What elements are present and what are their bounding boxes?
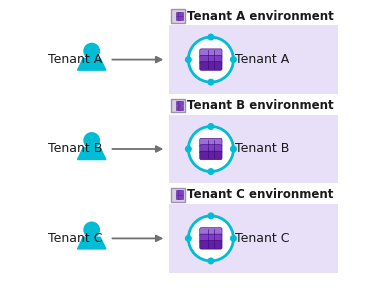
FancyBboxPatch shape [171,9,185,23]
Circle shape [188,126,233,172]
FancyBboxPatch shape [200,62,222,70]
Text: Tenant A: Tenant A [49,53,103,66]
FancyBboxPatch shape [179,195,183,199]
FancyBboxPatch shape [200,55,222,64]
Text: Tenant C: Tenant C [235,232,289,245]
Circle shape [84,222,100,238]
Circle shape [231,57,236,62]
Text: Tenant A: Tenant A [235,53,289,66]
Circle shape [208,34,214,40]
Polygon shape [77,237,106,249]
Circle shape [231,236,236,241]
FancyBboxPatch shape [169,25,338,94]
FancyBboxPatch shape [179,190,183,195]
FancyBboxPatch shape [200,49,222,58]
FancyBboxPatch shape [175,190,180,195]
FancyBboxPatch shape [200,234,222,243]
Text: Tenant B environment: Tenant B environment [187,99,334,112]
FancyBboxPatch shape [171,99,185,112]
Circle shape [186,236,191,241]
Polygon shape [77,58,106,70]
FancyBboxPatch shape [169,115,338,183]
Circle shape [84,44,100,59]
FancyBboxPatch shape [169,204,338,273]
FancyBboxPatch shape [175,106,180,110]
Circle shape [186,57,191,62]
FancyBboxPatch shape [179,106,183,110]
Text: Tenant C environment: Tenant C environment [187,188,333,201]
FancyBboxPatch shape [179,16,183,21]
FancyBboxPatch shape [179,101,183,105]
Circle shape [208,213,214,219]
Text: Tenant B: Tenant B [49,142,103,156]
FancyBboxPatch shape [200,138,222,147]
Text: Tenant C: Tenant C [49,232,103,245]
Circle shape [186,146,191,152]
Circle shape [84,133,100,148]
FancyBboxPatch shape [175,16,180,21]
Circle shape [208,124,214,129]
FancyBboxPatch shape [171,188,185,202]
FancyBboxPatch shape [175,101,180,105]
FancyBboxPatch shape [175,12,180,16]
FancyBboxPatch shape [179,12,183,16]
Circle shape [231,146,236,152]
FancyBboxPatch shape [200,228,222,236]
Polygon shape [77,148,106,159]
Text: Tenant B: Tenant B [235,142,289,156]
FancyBboxPatch shape [200,240,222,249]
Circle shape [208,169,214,174]
FancyBboxPatch shape [175,195,180,199]
Text: Tenant A environment: Tenant A environment [187,10,334,23]
Circle shape [208,79,214,85]
Circle shape [188,37,233,82]
FancyBboxPatch shape [200,145,222,153]
Circle shape [208,258,214,264]
FancyBboxPatch shape [200,151,222,160]
Circle shape [188,216,233,261]
